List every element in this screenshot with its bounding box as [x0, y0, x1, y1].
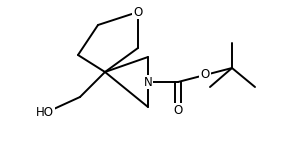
Text: O: O — [200, 69, 210, 81]
Text: HO: HO — [36, 106, 54, 120]
Text: O: O — [133, 6, 142, 18]
Text: O: O — [173, 103, 182, 117]
Text: N: N — [144, 75, 152, 88]
